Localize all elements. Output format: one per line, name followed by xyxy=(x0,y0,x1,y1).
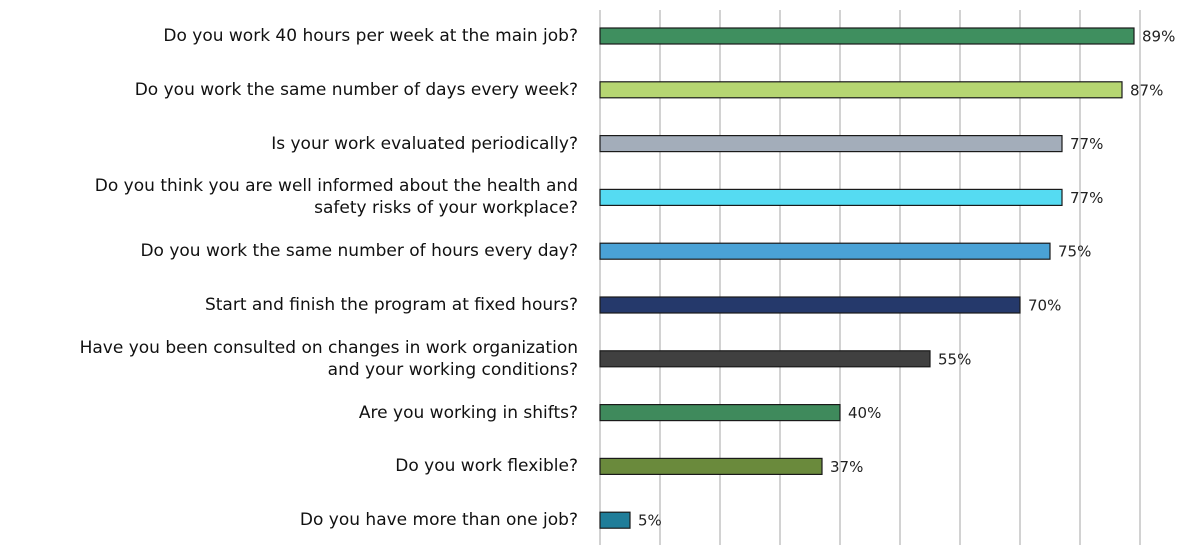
value-label: 89% xyxy=(1142,28,1175,46)
bar xyxy=(599,188,1063,206)
category-label: Are you working in shifts? xyxy=(358,402,578,423)
category-label: Is your work evaluated periodically? xyxy=(271,133,578,154)
bar xyxy=(599,27,1135,45)
value-label: 40% xyxy=(848,404,881,422)
value-label: 87% xyxy=(1130,81,1163,99)
value-label: 77% xyxy=(1070,135,1103,153)
category-label: Do you work 40 hours per week at the mai… xyxy=(163,26,578,46)
value-label: 75% xyxy=(1058,243,1091,261)
category-label: Do you work the same number of days ever… xyxy=(134,79,578,100)
category-label: Start and finish the program at fixed ho… xyxy=(204,295,578,315)
value-label: 55% xyxy=(938,350,971,368)
bar xyxy=(599,511,631,529)
category-label: Do you work flexible? xyxy=(395,456,578,477)
bar xyxy=(599,296,1021,314)
bar xyxy=(599,81,1123,99)
value-label: 5% xyxy=(638,512,662,530)
value-label: 70% xyxy=(1028,297,1061,315)
value-label: 37% xyxy=(830,458,863,476)
category-label: Do you work the same number of hours eve… xyxy=(140,241,578,262)
bar xyxy=(599,242,1051,260)
category-label: Do you have more than one job? xyxy=(299,510,578,531)
category-label: Do you think you are well informed about… xyxy=(94,176,578,219)
category-label: Have you been consulted on changes in wo… xyxy=(79,337,578,380)
bar xyxy=(599,457,823,475)
value-label: 77% xyxy=(1070,189,1103,207)
bar xyxy=(599,350,931,368)
bar xyxy=(599,404,841,422)
bar xyxy=(599,135,1063,153)
